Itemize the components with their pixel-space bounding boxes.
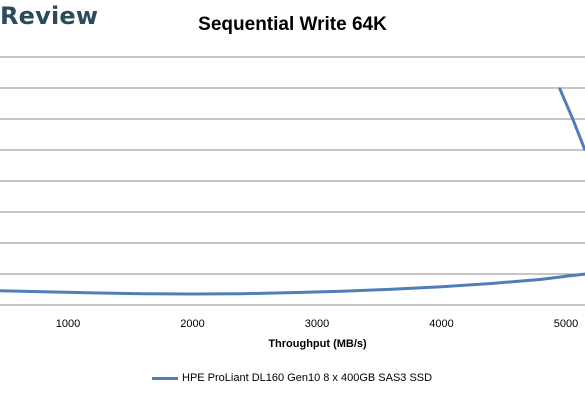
x-tick-labels: 1000 2000 3000 4000 5000 [56, 318, 578, 330]
x-tick-label: 1000 [56, 318, 80, 330]
series-line-0 [0, 272, 585, 296]
gridlines [0, 56, 585, 306]
x-tick-label: 4000 [429, 318, 453, 330]
legend-swatch [152, 376, 178, 380]
chart-title: Sequential Write 64K [198, 14, 387, 35]
legend: HPE ProLiant DL160 Gen10 8 x 400GB SAS3 … [152, 372, 432, 384]
legend-label: HPE ProLiant DL160 Gen10 8 x 400GB SAS3 … [182, 372, 433, 384]
brand-logo-text: Review [0, 2, 99, 30]
x-tick-label: 5000 [554, 318, 578, 330]
series-line-1 [558, 87, 585, 151]
x-tick-label: 3000 [305, 318, 329, 330]
x-tick-label: 2000 [180, 318, 204, 330]
series-layer [0, 87, 585, 296]
x-axis-label: Throughput (MB/s) [268, 338, 367, 350]
